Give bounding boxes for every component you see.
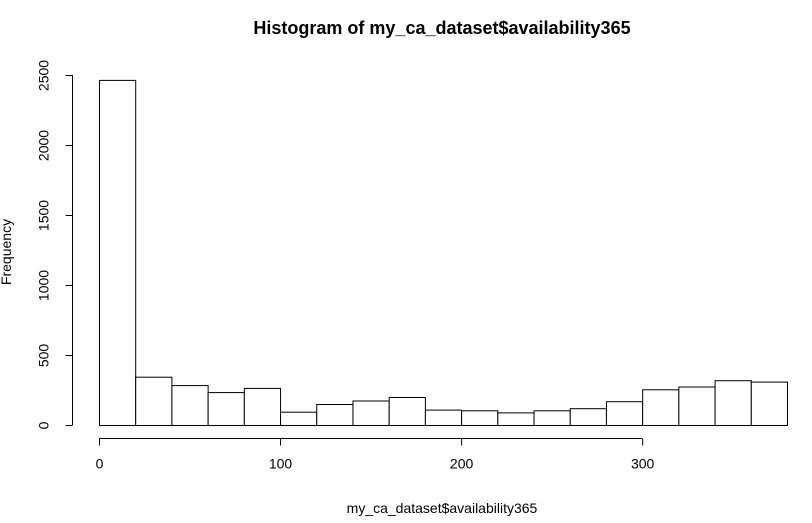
y-tick-label: 1500	[36, 200, 52, 231]
y-tick-label: 2000	[36, 130, 52, 161]
x-axis-label: my_ca_dataset$availability365	[347, 500, 538, 516]
histogram-bar-10	[461, 410, 499, 426]
x-tick-label: 0	[96, 456, 104, 472]
histogram-bar-13	[569, 408, 607, 427]
y-tick-label: 2500	[36, 60, 52, 91]
y-tick-label: 500	[36, 344, 52, 368]
y-axis-label: Frequency	[0, 219, 14, 285]
histogram-bar-15	[642, 389, 680, 426]
x-axis: 0 100 200 300	[96, 438, 655, 472]
histogram-bar-2	[171, 385, 209, 427]
histogram-bar-12	[533, 410, 571, 426]
histogram-bar-6	[316, 404, 354, 426]
x-tick-label: 300	[631, 456, 655, 472]
histogram-bar-14	[605, 401, 644, 427]
histogram-bar-16	[678, 386, 716, 426]
histogram-bar-5	[280, 411, 318, 427]
x-tick-label: 100	[269, 456, 293, 472]
histogram-bar-11	[497, 412, 535, 426]
histogram-bar-18	[750, 381, 789, 427]
y-tick-label: 1000	[36, 270, 52, 301]
histogram-bar-3	[207, 392, 245, 427]
histogram-bar-8	[388, 397, 426, 426]
histogram-bar-1	[135, 376, 173, 427]
histogram-bar-9	[424, 409, 463, 427]
histogram-bar-4	[243, 387, 282, 426]
y-axis: 0 500 1000 1500 2000 2500	[36, 60, 73, 429]
bars-group	[99, 79, 789, 427]
histogram-bar-0	[99, 79, 137, 427]
chart-title: Histogram of my_ca_dataset$availability3…	[253, 18, 630, 38]
y-tick-label: 0	[36, 421, 52, 429]
histogram-bar-17	[714, 380, 752, 427]
histogram-bar-7	[352, 400, 390, 426]
x-tick-label: 200	[450, 456, 474, 472]
